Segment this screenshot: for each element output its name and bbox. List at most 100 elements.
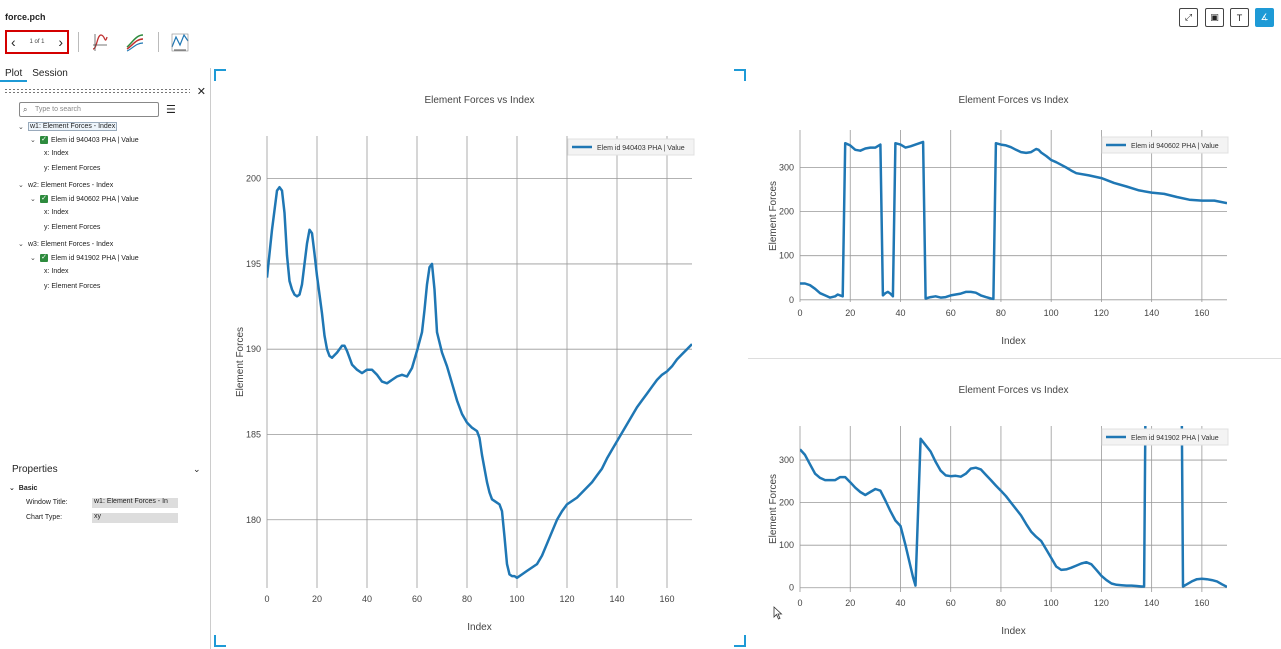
sidebar-tabs: Plot Session (0, 68, 210, 82)
y-tick-label: 100 (779, 251, 794, 261)
x-tick-label: 0 (264, 594, 269, 604)
x-tick-label: 140 (609, 594, 624, 604)
chevron-down-icon[interactable]: ⌄ (30, 196, 36, 203)
x-axis-label: Index (1001, 336, 1025, 347)
x-tick-label: 40 (895, 598, 905, 608)
text-mode-icon[interactable]: T (1230, 8, 1249, 27)
tree-series-label: Elem id 940602 PHA | Value (51, 195, 139, 203)
y-tick-label: 0 (789, 583, 794, 593)
next-page-icon[interactable]: › (58, 34, 63, 50)
x-tick-label: 40 (895, 308, 905, 318)
multi-curve-tool-icon[interactable] (124, 31, 146, 53)
x-tick-label: 140 (1144, 598, 1159, 608)
y-axis-label: Element Forces (768, 474, 779, 544)
chevron-down-icon[interactable]: ⌄ (18, 123, 24, 131)
tab-plot[interactable]: Plot (0, 68, 28, 82)
x-tick-label: 80 (996, 598, 1006, 608)
x-tick-label: 120 (559, 594, 574, 604)
properties-section[interactable]: ⌄ Basic (9, 484, 37, 492)
mouse-cursor-icon (773, 606, 783, 625)
tree-window-item[interactable]: ⌄ w2: Element Forces - Index (18, 181, 113, 190)
file-title: force.pch (5, 12, 46, 22)
y-tick-label: 200 (779, 207, 794, 217)
panel-divider (748, 358, 1281, 359)
checkbox[interactable]: ✓ (40, 136, 48, 144)
legend-box (1101, 428, 1229, 446)
x-tick-label: 100 (1044, 308, 1059, 318)
chart-title: Element Forces vs Index (424, 95, 534, 106)
tree-series-item[interactable]: ⌄ ✓ Elem id 940403 PHA | Value (30, 136, 139, 144)
plot-mode-icon[interactable]: ∡ (1255, 8, 1274, 27)
page-indicator: 1 of 1 (29, 39, 45, 45)
y-tick-label: 100 (779, 540, 794, 550)
drag-handle[interactable] (4, 88, 190, 94)
sidebar: Plot Session ✕ ⌕ Type to search ☰ ⌄ w1: … (0, 68, 211, 649)
curve-tool-icon[interactable] (89, 31, 111, 53)
checkbox[interactable]: ✓ (40, 254, 48, 262)
toolbar-divider (78, 32, 79, 52)
tree-x-label: x: Index (44, 209, 69, 216)
chart-w2[interactable]: Element Forces vs Index 0 20 40 60 80 100 120 14… (748, 70, 1281, 358)
page-navigator: ‹ 1 of 1 › (5, 30, 69, 54)
prev-page-icon[interactable]: ‹ (11, 34, 16, 50)
selection-corner (734, 635, 746, 647)
search-input[interactable]: ⌕ Type to search (19, 102, 159, 117)
chevron-down-icon[interactable]: ⌄ (30, 137, 36, 144)
chevron-down-icon[interactable]: ⌄ (18, 241, 24, 248)
chevron-down-icon: ⌄ (9, 485, 19, 492)
tree-window-item[interactable]: ⌄ w1: Element Forces - Index (18, 122, 118, 131)
x-tick-label: 120 (1094, 598, 1109, 608)
fit-curve-tool-icon[interactable] (169, 31, 191, 53)
x-tick-label: 160 (659, 594, 674, 604)
chart-w3[interactable]: Element Forces vs Index 0 20 40 60 80 100 120 14… (748, 360, 1281, 649)
x-tick-label: 20 (312, 594, 322, 604)
selection-corner (734, 69, 746, 81)
x-tick-label: 160 (1194, 308, 1209, 318)
tree-y-label: y: Element Forces (44, 283, 101, 290)
tab-session[interactable]: Session (32, 68, 68, 79)
y-tick-label: 300 (779, 455, 794, 465)
y-tick-label: 0 (789, 295, 794, 305)
x-tick-label: 60 (412, 594, 422, 604)
menu-icon[interactable]: ☰ (166, 104, 176, 116)
series-line (800, 140, 1227, 301)
x-tick-label: 100 (1044, 598, 1059, 608)
image-mode-icon[interactable]: ▣ (1205, 8, 1224, 27)
x-axis-label: Index (467, 622, 491, 633)
tree-series-item[interactable]: ⌄ ✓ Elem id 941902 PHA | Value (30, 254, 139, 262)
selection-corner (214, 69, 226, 81)
chart-w1[interactable]: Element Forces vs Index 0 20 40 60 80 100 120 14… (215, 70, 745, 648)
tree-window-item[interactable]: ⌄ w3: Element Forces - Index (18, 240, 113, 249)
y-tick-label: 190 (246, 344, 261, 354)
x-tick-label: 0 (797, 308, 802, 318)
series-line (800, 426, 1227, 589)
series-line (267, 185, 692, 580)
legend-box (567, 138, 695, 156)
legend-label: Elem id 940403 PHA | Value (597, 145, 685, 152)
x-tick-label: 100 (509, 594, 524, 604)
chart-type-field[interactable]: xy (92, 513, 178, 523)
chevron-down-icon[interactable]: ⌄ (30, 255, 36, 262)
x-tick-label: 0 (797, 598, 802, 608)
y-tick-label: 180 (246, 515, 261, 525)
checkbox[interactable]: ✓ (40, 195, 48, 203)
chevron-down-icon[interactable]: ⌄ (18, 182, 24, 189)
close-icon[interactable]: ✕ (196, 86, 206, 98)
toolbar-divider (158, 32, 159, 52)
x-axis-label: Index (1001, 626, 1025, 637)
tree-series-label: Elem id 941902 PHA | Value (51, 254, 139, 262)
chevron-down-icon[interactable]: ⌄ (193, 464, 201, 474)
x-tick-label: 60 (946, 308, 956, 318)
tree-y-label: y: Element Forces (44, 224, 101, 231)
x-tick-label: 160 (1194, 598, 1209, 608)
selection-corner (214, 635, 226, 647)
y-axis-label: Element Forces (235, 327, 246, 397)
y-tick-label: 200 (246, 174, 261, 184)
cursor-mode-icon[interactable]: ⤢ (1179, 8, 1198, 27)
x-tick-label: 40 (362, 594, 372, 604)
tree-series-item[interactable]: ⌄ ✓ Elem id 940602 PHA | Value (30, 195, 139, 203)
window-title-field[interactable]: w1: Element Forces - In (92, 498, 178, 508)
legend-box (1101, 136, 1229, 154)
search-icon: ⌕ (23, 104, 28, 114)
y-tick-label: 200 (779, 498, 794, 508)
